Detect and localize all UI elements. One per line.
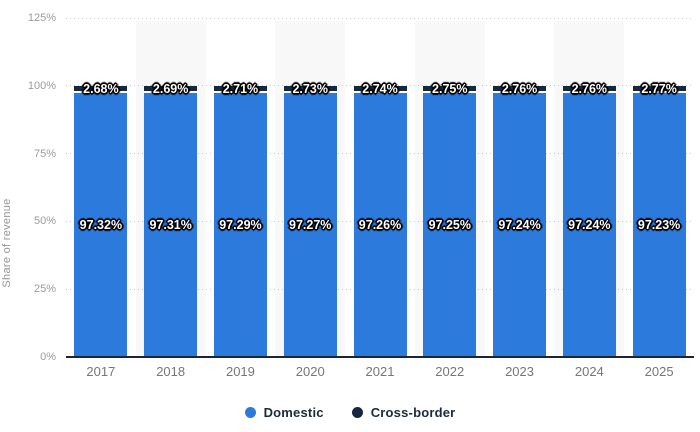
bar-segment-cross-border-2017[interactable] (74, 85, 128, 92)
value-label-domestic: 97.32% (79, 217, 123, 232)
segment-divider (353, 91, 407, 94)
value-label-cross-border: 2.77% (641, 82, 677, 97)
value-label-domestic: 97.27% (289, 217, 332, 232)
x-tick-label-2019: 2019 (225, 364, 255, 379)
bar-segment-cross-border-2019[interactable] (213, 85, 267, 92)
bar-segment-cross-border-2018[interactable] (144, 85, 198, 92)
y-tick-label: 100% (27, 79, 56, 92)
legend-swatch-cross-border-icon (351, 406, 363, 418)
bar-2021 (353, 85, 407, 357)
value-label-domestic: 97.31% (149, 217, 192, 232)
segment-divider (213, 91, 267, 94)
value-label-domestic: 97.25% (428, 217, 471, 232)
legend-item-cross-border[interactable]: Cross-border (351, 404, 456, 420)
segment-divider (632, 91, 686, 94)
value-label-domestic: 97.26% (358, 217, 402, 232)
bar-segment-cross-border-2024[interactable] (562, 85, 616, 92)
legend-label-cross-border: Cross-border (370, 404, 456, 420)
bar-2024 (562, 85, 616, 357)
bar-segment-cross-border-2023[interactable] (493, 85, 547, 92)
value-label-cross-border: 2.68% (83, 81, 119, 96)
value-label-domestic: 97.23% (637, 217, 681, 232)
x-tick-label-2022: 2022 (435, 364, 465, 379)
segment-divider (283, 91, 337, 94)
bar-segment-domestic-2023[interactable] (493, 93, 547, 357)
gridline (66, 17, 694, 19)
y-tick-label: 125% (27, 12, 56, 24)
value-label-domestic: 97.24% (568, 217, 611, 232)
value-label-cross-border: 2.76% (571, 82, 608, 97)
value-label-cross-border: 2.76% (501, 82, 538, 97)
value-label-cross-border: 2.75% (432, 82, 468, 97)
bar-2019 (213, 85, 267, 357)
value-label-domestic: 97.24% (498, 217, 541, 232)
legend-item-domestic[interactable]: Domestic (244, 404, 324, 420)
bar-segment-domestic-2020[interactable] (283, 93, 337, 357)
value-label-cross-border: 2.74% (362, 82, 398, 96)
x-tick-label-2018: 2018 (156, 364, 186, 379)
bar-segment-domestic-2025[interactable] (632, 93, 686, 357)
x-tick-label-2017: 2017 (86, 364, 116, 379)
legend: Domestic Cross-border (0, 402, 700, 422)
bar-segment-domestic-2017[interactable] (74, 93, 128, 357)
bar-2018 (144, 85, 198, 357)
value-label-cross-border: 2.71% (222, 81, 259, 96)
bar-2020 (283, 85, 337, 357)
bar-2022 (423, 85, 477, 357)
bar-segment-domestic-2018[interactable] (144, 93, 198, 357)
bar-segment-domestic-2021[interactable] (353, 93, 407, 357)
bar-2023 (493, 85, 547, 357)
y-tick-label: 25% (33, 283, 56, 296)
y-tick-label: 50% (33, 215, 56, 228)
x-tick-label-2021: 2021 (365, 364, 395, 379)
segment-divider (562, 91, 616, 94)
x-tick-label-2020: 2020 (295, 364, 325, 379)
bar-2017 (74, 85, 128, 357)
value-label-cross-border: 2.69% (152, 81, 189, 96)
bar-segment-domestic-2019[interactable] (213, 93, 267, 357)
segment-divider (74, 91, 128, 94)
bar-segment-domestic-2022[interactable] (423, 93, 477, 357)
bar-segment-cross-border-2021[interactable] (353, 85, 407, 92)
legend-swatch-domestic-icon (244, 406, 256, 418)
value-label-domestic: 97.29% (219, 217, 262, 232)
segment-divider (144, 91, 198, 94)
bar-segment-cross-border-2022[interactable] (423, 85, 477, 92)
y-tick-label: 0% (40, 351, 56, 363)
y-tick-label: 75% (33, 147, 56, 160)
value-label-cross-border: 2.73% (292, 82, 328, 96)
segment-divider (423, 91, 477, 94)
x-tick-label-2024: 2024 (574, 364, 604, 379)
bar-segment-cross-border-2025[interactable] (632, 85, 686, 92)
x-tick-label-2023: 2023 (505, 364, 534, 379)
bar-segment-domestic-2024[interactable] (562, 93, 616, 357)
legend-label-domestic: Domestic (263, 404, 324, 420)
bar-2025 (632, 85, 686, 357)
x-axis-line (66, 356, 694, 358)
bar-segment-cross-border-2020[interactable] (283, 85, 337, 92)
segment-divider (493, 91, 547, 94)
x-tick-label-2025: 2025 (644, 364, 674, 379)
